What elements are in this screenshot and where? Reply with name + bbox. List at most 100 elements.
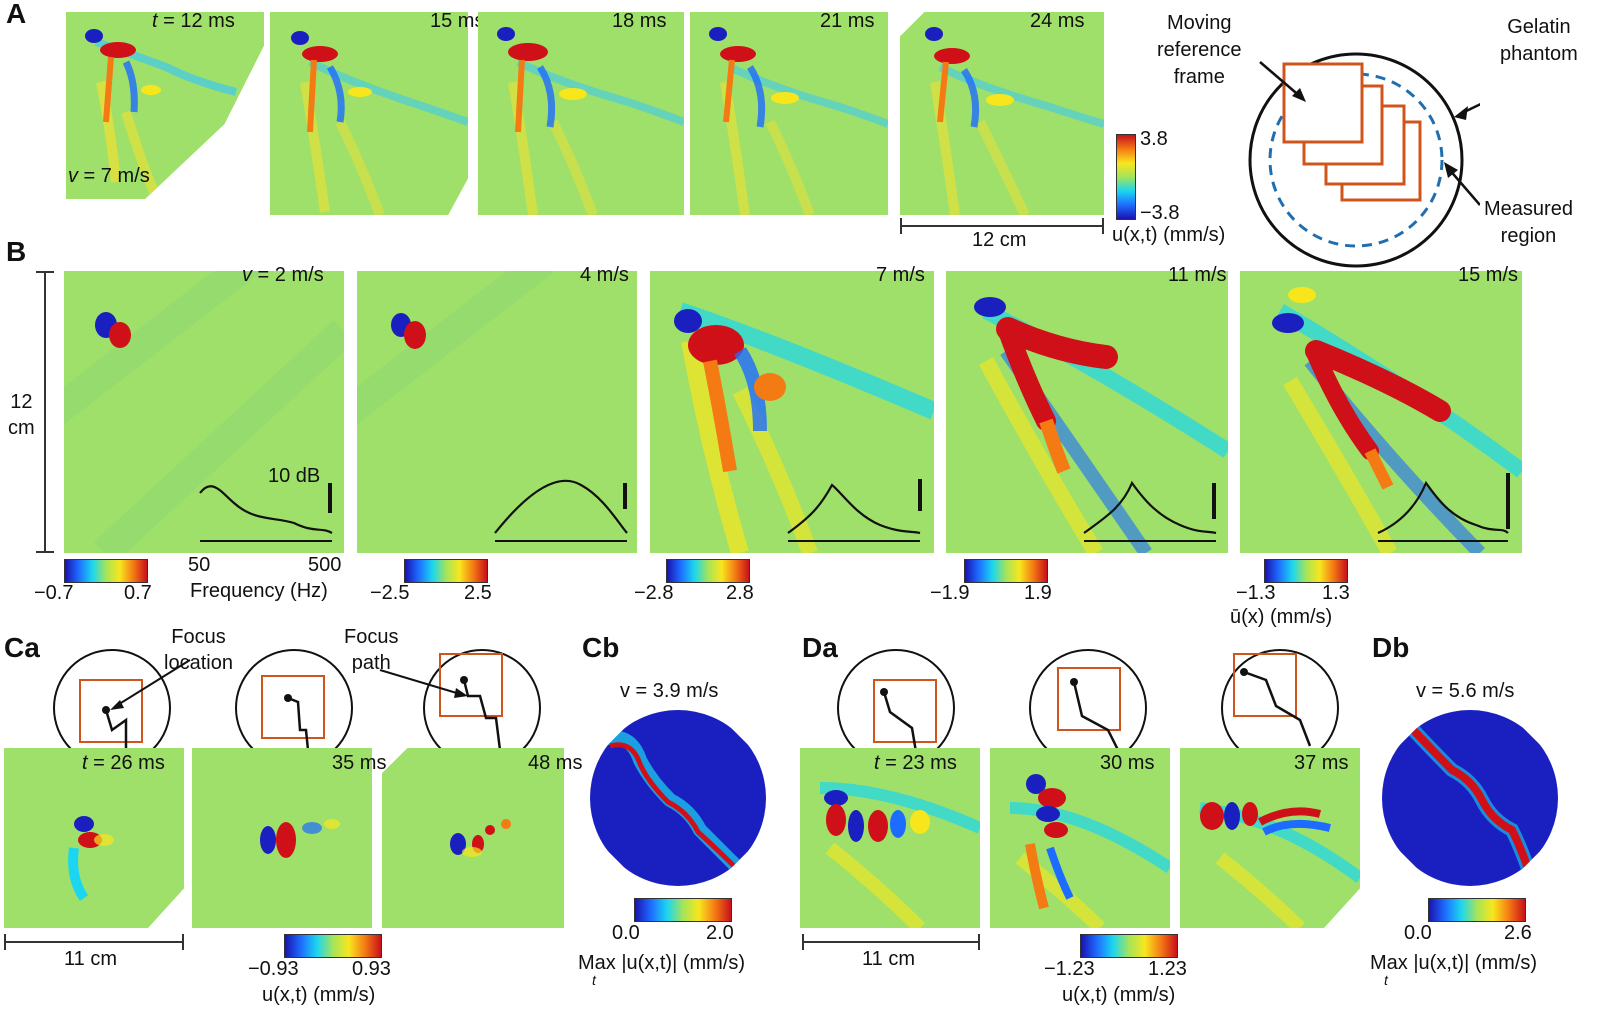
focus-path-label: Focus path xyxy=(344,626,399,674)
da-colorbar xyxy=(1080,934,1178,958)
colorbar-unit: u(x,t) (mm/s) xyxy=(262,984,376,1006)
colorbar-max: 1.23 xyxy=(1148,958,1187,980)
panel-b-colorbar-5 xyxy=(1264,559,1348,583)
panel-b-colorbar-2 xyxy=(404,559,488,583)
colorbar-min: 0.0 xyxy=(1404,922,1432,944)
c-scalebar-label: 11 cm xyxy=(64,948,117,970)
panel-a-frame-4 xyxy=(690,12,888,215)
wave-pattern xyxy=(85,29,237,199)
ca-time-2: 35 ms xyxy=(332,752,387,774)
scalebar-tick-right xyxy=(1102,218,1104,234)
panel-ca-map-3 xyxy=(382,748,564,928)
db-colorbar xyxy=(1428,898,1526,922)
panel-a-frame-1 xyxy=(66,12,264,199)
freq-min-label: 50 xyxy=(188,554,211,576)
colorbar-unit: Max |u(x,t)| (mm/s) xyxy=(578,952,746,974)
panel-a-frame-3 xyxy=(478,12,684,215)
db-scalebar xyxy=(918,479,922,511)
colorbar-min: −2.8 xyxy=(634,582,674,604)
vertical-scalebar xyxy=(44,271,46,553)
moving-frame-label: Moving reference frame xyxy=(1157,12,1242,88)
spectrum-curve xyxy=(494,479,628,534)
colorbar-max: 0.7 xyxy=(124,582,152,604)
panel-ca-map-1 xyxy=(4,748,184,928)
colorbar-unit: Max |u(x,t)| (mm/s) xyxy=(1370,952,1538,974)
panel-ca-map-2 xyxy=(192,748,372,928)
frame-time-4: 21 ms xyxy=(820,10,875,32)
reference-frame-1 xyxy=(1282,62,1364,144)
ca-time-1: t = 26 ms xyxy=(82,752,165,774)
db-scalebar xyxy=(1506,473,1510,529)
wave-pattern xyxy=(709,27,888,215)
panel-letter-a: A xyxy=(6,0,27,29)
colorbar-max: 2.0 xyxy=(706,922,734,944)
arrow-measured xyxy=(1447,167,1481,206)
ca-time-3: 48 ms xyxy=(528,752,583,774)
frame-time-3: 18 ms xyxy=(612,10,667,32)
speed-label-1: v = 2 m/s xyxy=(242,264,324,286)
da-time-1: t = 23 ms xyxy=(874,752,957,774)
panel-letter-b: B xyxy=(6,236,27,267)
wave-pattern xyxy=(925,27,1104,215)
panel-da-map-1 xyxy=(800,748,980,928)
colorbar-max: 2.8 xyxy=(726,582,754,604)
panel-b-colorbar-1 xyxy=(64,559,148,583)
speed-label-2: 4 m/s xyxy=(580,264,629,286)
frame-time-5: 24 ms xyxy=(1030,10,1085,32)
d-scalebar-line xyxy=(802,941,980,943)
panel-a-frame-2 xyxy=(270,12,468,215)
da-time-3: 37 ms xyxy=(1294,752,1349,774)
c-scalebar-tick-right xyxy=(182,934,184,950)
freq-axis-label: Frequency (Hz) xyxy=(190,580,328,602)
cb-max-map xyxy=(590,710,766,886)
panel-b-map-3 xyxy=(650,271,934,553)
cb-velocity: v = 3.9 m/s xyxy=(620,680,719,702)
panel-b-map-5 xyxy=(1240,271,1522,553)
db-velocity: v = 5.6 m/s xyxy=(1416,680,1515,702)
c-scalebar-tick-left xyxy=(4,934,6,950)
spectrum-curve xyxy=(787,483,921,535)
panel-letter-cb: Cb xyxy=(582,632,620,663)
panel-b-colorbar-3 xyxy=(666,559,750,583)
d-scalebar-label: 11 cm xyxy=(862,948,915,970)
spectrum-curve xyxy=(1083,480,1217,535)
speed-label-4: 11 m/s xyxy=(1168,264,1227,286)
measured-dashed-circle xyxy=(1268,72,1444,248)
scalebar-label: 12 cm xyxy=(972,229,1027,251)
colorbar-unit-sub: t xyxy=(1384,972,1388,988)
panel-b-unit: ū(x) (mm/s) xyxy=(1230,606,1333,628)
colorbar-max: 3.8 xyxy=(1140,128,1168,150)
scalebar-line xyxy=(900,225,1104,227)
frame-time-2: 15 ms xyxy=(430,10,485,32)
vertical-scalebar-tick-top xyxy=(36,271,54,273)
colorbar-min: −1.23 xyxy=(1044,958,1095,980)
frame-time-1: t = 12 ms xyxy=(152,10,235,32)
panel-b-map-2 xyxy=(357,271,637,553)
panel-b-map-4 xyxy=(946,271,1228,553)
db-label: 10 dB xyxy=(268,465,321,487)
da-time-2: 30 ms xyxy=(1100,752,1155,774)
speed-label-5: 15 m/s xyxy=(1458,264,1519,286)
db-scalebar xyxy=(328,483,332,513)
colorbar-max: 0.93 xyxy=(352,958,391,980)
panel-b-colorbar-4 xyxy=(964,559,1048,583)
scalebar-tick-left xyxy=(900,218,902,234)
spectrum-curve xyxy=(1377,480,1509,535)
focus-location-label: Focus location xyxy=(164,626,233,674)
cb-colorbar xyxy=(634,898,732,922)
panel-letter-da: Da xyxy=(802,632,838,663)
db-max-map xyxy=(1382,710,1558,886)
panel-b-map-1 xyxy=(64,271,344,553)
arrow-head xyxy=(1454,106,1468,120)
arrow-head xyxy=(1292,88,1306,102)
colorbar-min: −1.3 xyxy=(1236,582,1276,604)
gelatin-label: Gelatin phantom xyxy=(1500,16,1578,65)
panel-letter-db: Db xyxy=(1372,632,1410,663)
panel-da-map-3 xyxy=(1180,748,1360,928)
db-scalebar xyxy=(1212,483,1216,519)
speed-label-3: 7 m/s xyxy=(876,264,925,286)
freq-max-label: 500 xyxy=(308,554,342,576)
colorbar-max: 1.3 xyxy=(1322,582,1350,604)
wave-pattern xyxy=(497,27,684,215)
arrow-head xyxy=(1444,162,1458,178)
